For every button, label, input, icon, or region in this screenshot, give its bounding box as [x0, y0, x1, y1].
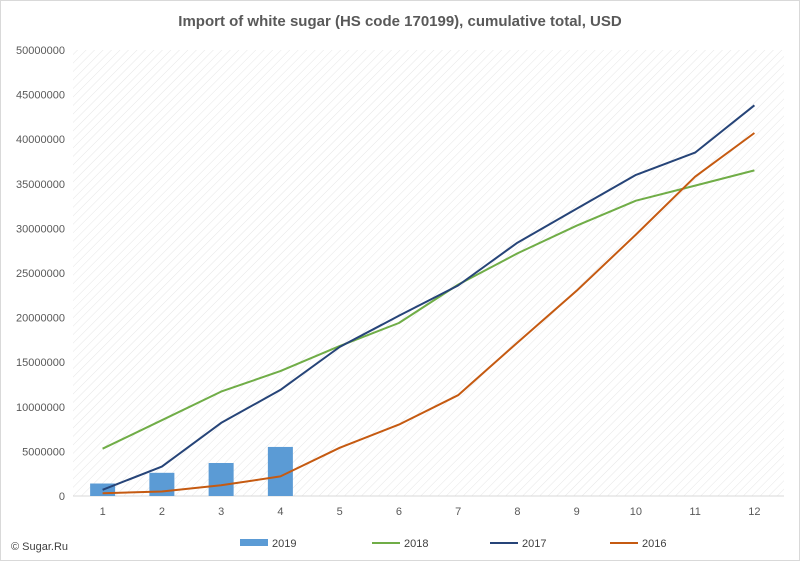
x-tick-label: 3 [218, 506, 224, 518]
line-2018 [102, 169, 755, 450]
x-tick-label: 4 [277, 506, 283, 518]
y-tick-label: 25000000 [16, 268, 65, 280]
x-tick-label: 11 [689, 506, 700, 518]
x-tick-label: 8 [514, 506, 520, 518]
legend-swatch-2019 [240, 539, 268, 546]
legend-label-2019: 2019 [272, 538, 296, 550]
y-tick-label: 15000000 [16, 357, 65, 369]
y-tick-label: 0 [59, 491, 65, 503]
x-tick-label: 2 [159, 506, 165, 518]
y-tick-label: 35000000 [16, 179, 65, 191]
x-tick-label: 9 [574, 506, 580, 518]
y-tick-label: 50000000 [16, 45, 65, 57]
y-tick-label: 5000000 [22, 446, 65, 458]
legend-label-2018: 2018 [404, 538, 428, 550]
bar-2019-3 [208, 462, 234, 496]
legend-label-2016: 2016 [642, 538, 666, 550]
plot-area [73, 50, 784, 496]
legend-label-2017: 2017 [522, 538, 546, 550]
x-tick-label: 6 [396, 506, 402, 518]
x-tick-label: 12 [748, 506, 760, 518]
y-tick-label: 40000000 [16, 134, 65, 146]
y-tick-label: 20000000 [16, 313, 65, 325]
y-tick-label: 30000000 [16, 223, 65, 235]
x-tick-label: 7 [455, 506, 461, 518]
credit-text: © Sugar.Ru [11, 541, 69, 553]
y-tick-label: 45000000 [16, 90, 65, 102]
chart-title: Import of white sugar (HS code 170199), … [178, 13, 622, 30]
line-2017 [102, 104, 756, 491]
x-tick-label: 10 [630, 506, 642, 518]
line-2016 [102, 132, 755, 495]
y-tick-label: 10000000 [16, 402, 65, 414]
x-tick-label: 1 [100, 506, 106, 518]
x-tick-label: 5 [337, 506, 343, 518]
